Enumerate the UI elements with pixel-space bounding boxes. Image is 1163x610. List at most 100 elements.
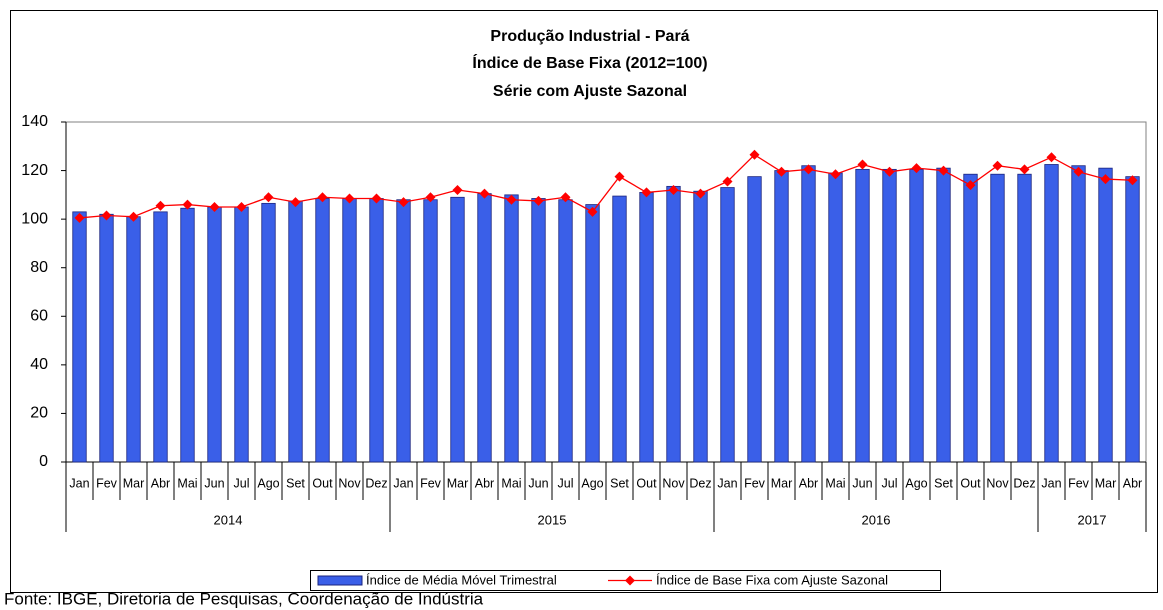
bar bbox=[369, 198, 384, 463]
bar bbox=[936, 167, 951, 463]
marker bbox=[1073, 166, 1084, 177]
x-tick-label: Out bbox=[636, 476, 657, 490]
x-tick-label: Out bbox=[312, 476, 333, 490]
bar bbox=[342, 198, 357, 463]
bar bbox=[990, 173, 1005, 463]
marker bbox=[452, 185, 463, 195]
x-tick-label: Jun bbox=[204, 476, 224, 490]
x-tick-label: Set bbox=[610, 476, 629, 490]
x-tick-label: Jun bbox=[528, 476, 548, 490]
marker bbox=[803, 164, 814, 175]
bar bbox=[585, 204, 600, 463]
bar bbox=[855, 168, 870, 463]
bar bbox=[423, 199, 438, 463]
bar bbox=[477, 193, 492, 463]
marker bbox=[776, 166, 787, 177]
marker bbox=[425, 192, 436, 203]
chart-title: Produção Industrial - Pará bbox=[490, 28, 689, 45]
marker bbox=[533, 195, 544, 206]
y-tick-label: 80 bbox=[30, 259, 48, 276]
marker bbox=[587, 206, 598, 217]
marker bbox=[263, 192, 274, 203]
marker bbox=[695, 188, 706, 199]
chart-title: Índice de Base Fixa (2012=100) bbox=[472, 53, 707, 72]
bar bbox=[504, 194, 519, 463]
x-tick-label: Nov bbox=[986, 476, 1009, 490]
y-tick-label: 40 bbox=[30, 356, 48, 373]
bar bbox=[693, 190, 708, 463]
bar bbox=[774, 170, 789, 463]
x-tick-label: Abr bbox=[1123, 476, 1142, 490]
group-label: 2014 bbox=[214, 512, 243, 527]
marker bbox=[749, 149, 760, 160]
x-tick-label: Ago bbox=[905, 476, 927, 490]
x-tick-label: Mar bbox=[447, 476, 469, 490]
bar bbox=[828, 172, 843, 463]
bar bbox=[639, 192, 654, 463]
legend-swatch bbox=[317, 575, 363, 586]
y-tick-label: 0 bbox=[39, 453, 48, 470]
bar bbox=[612, 195, 627, 463]
bar bbox=[207, 206, 222, 463]
bar bbox=[882, 168, 897, 463]
marker bbox=[722, 176, 733, 187]
x-tick-label: Dez bbox=[365, 476, 387, 490]
marker bbox=[668, 185, 679, 195]
x-tick-label: Set bbox=[286, 476, 305, 490]
x-tick-label: Jan bbox=[717, 476, 737, 490]
x-tick-label: Set bbox=[934, 476, 953, 490]
x-tick-label: Jan bbox=[1041, 476, 1061, 490]
x-tick-label: Abr bbox=[799, 476, 818, 490]
marker bbox=[992, 160, 1003, 171]
marker bbox=[1019, 164, 1030, 175]
bar bbox=[234, 206, 249, 463]
legend-swatch bbox=[625, 575, 635, 586]
chart-title: Série com Ajuste Sazonal bbox=[493, 83, 687, 100]
bar bbox=[126, 216, 141, 463]
marker bbox=[1127, 175, 1138, 186]
bar bbox=[1044, 164, 1059, 463]
x-tick-label: Out bbox=[960, 476, 981, 490]
x-tick-label: Jul bbox=[882, 476, 898, 490]
y-tick-label: 140 bbox=[21, 113, 48, 130]
marker bbox=[911, 163, 922, 174]
bar bbox=[747, 176, 762, 463]
bar bbox=[1098, 167, 1113, 463]
bar bbox=[666, 185, 681, 463]
x-tick-label: Dez bbox=[1013, 476, 1035, 490]
bar bbox=[801, 165, 816, 463]
marker bbox=[128, 211, 139, 222]
bar bbox=[261, 202, 276, 463]
marker bbox=[938, 165, 949, 176]
marker bbox=[965, 180, 976, 191]
x-tick-label: Mar bbox=[123, 476, 145, 490]
legend-label: Índice de Média Móvel Trimestral bbox=[366, 572, 557, 587]
x-tick-label: Fev bbox=[744, 476, 766, 490]
x-tick-label: Jun bbox=[852, 476, 872, 490]
bar bbox=[963, 173, 978, 463]
marker bbox=[857, 159, 868, 170]
marker bbox=[236, 202, 247, 212]
y-tick-label: 120 bbox=[21, 162, 48, 179]
y-tick-label: 20 bbox=[30, 405, 48, 422]
x-tick-label: Jan bbox=[393, 476, 413, 490]
marker bbox=[1100, 174, 1111, 185]
source: Fonte: IBGE, Diretoria de Pesquisas, Coo… bbox=[4, 589, 484, 608]
group-label: 2017 bbox=[1078, 512, 1107, 527]
bar bbox=[1125, 176, 1140, 463]
marker bbox=[479, 188, 490, 199]
marker bbox=[317, 192, 328, 203]
bar bbox=[315, 198, 330, 463]
x-tick-label: Ago bbox=[581, 476, 603, 490]
bar bbox=[288, 200, 303, 463]
x-tick-label: Fev bbox=[96, 476, 118, 490]
x-tick-label: Mai bbox=[177, 476, 197, 490]
group-label: 2016 bbox=[862, 512, 891, 527]
x-tick-label: Fev bbox=[1068, 476, 1090, 490]
x-tick-label: Jul bbox=[234, 476, 250, 490]
bar bbox=[531, 198, 546, 463]
marker bbox=[830, 169, 841, 180]
marker bbox=[506, 194, 517, 205]
